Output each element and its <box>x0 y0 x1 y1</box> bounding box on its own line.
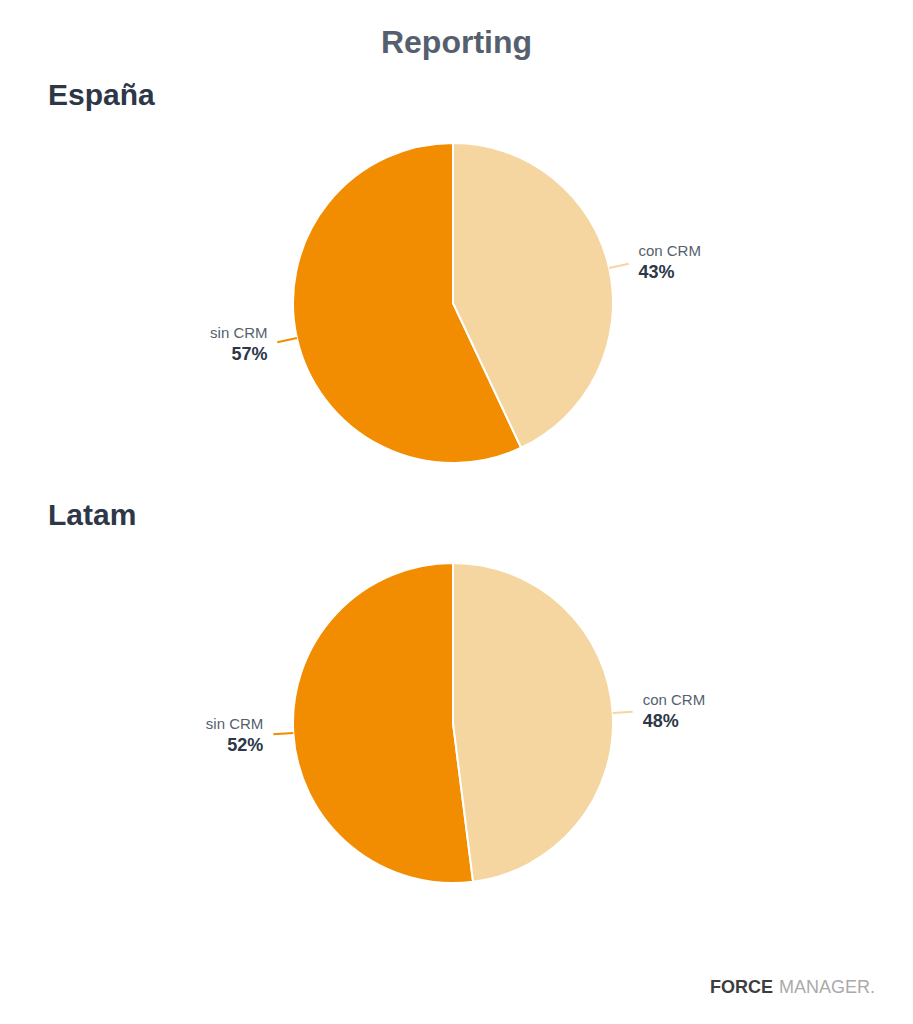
html-text:Reporting: Reporting <box>381 24 532 60</box>
svg-text:con CRM: con CRM <box>643 691 706 708</box>
svg-text:con CRM: con CRM <box>638 242 701 259</box>
html-text:Latam: Latam <box>48 498 137 531</box>
html-text:España: España <box>48 78 155 111</box>
html-text:FORCE MANAGER.: FORCE MANAGER. <box>710 977 875 997</box>
svg-text:sin CRM: sin CRM <box>206 715 264 732</box>
svg-text:52%: 52% <box>227 735 263 755</box>
svg-text:57%: 57% <box>232 344 268 364</box>
svg-text:sin CRM: sin CRM <box>210 324 268 341</box>
svg-text:48%: 48% <box>643 711 679 731</box>
svg-text:43%: 43% <box>638 262 674 282</box>
